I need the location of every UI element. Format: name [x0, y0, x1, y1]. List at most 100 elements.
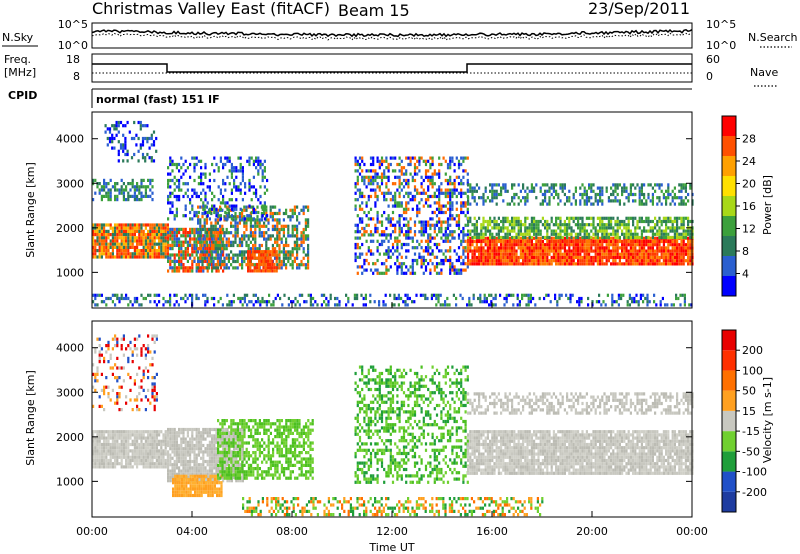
range-cell	[495, 249, 498, 253]
range-cell	[191, 263, 194, 267]
range-cell	[680, 249, 683, 253]
range-cell	[239, 169, 242, 173]
range-cell	[251, 256, 254, 260]
range-cell	[241, 198, 244, 202]
range-cell	[114, 245, 117, 249]
range-cell	[495, 232, 498, 236]
range-cell	[555, 235, 558, 240]
range-cell	[107, 430, 110, 434]
range-cell	[429, 233, 432, 237]
range-cell	[356, 223, 359, 227]
range-cell	[402, 242, 406, 247]
range-cell	[493, 259, 496, 263]
range-cell	[526, 229, 529, 233]
range-cell	[530, 226, 533, 230]
range-cell	[522, 223, 525, 227]
range-cell	[167, 227, 170, 231]
range-cell	[491, 235, 494, 240]
range-cell	[647, 235, 650, 240]
range-cell	[387, 255, 390, 259]
range-cell	[184, 231, 187, 235]
range-cell	[580, 300, 583, 304]
range-cell	[444, 300, 447, 304]
range-cell	[446, 303, 449, 307]
range-cell	[214, 221, 217, 225]
range-cell	[682, 216, 685, 220]
range-cell	[530, 186, 533, 190]
range-cell	[519, 199, 522, 203]
range-cell	[570, 252, 573, 256]
range-cell	[601, 202, 604, 206]
range-cell	[647, 196, 650, 200]
range-cell	[654, 259, 657, 263]
range-cell	[238, 240, 241, 244]
range-cell	[466, 172, 469, 176]
range-cell	[647, 252, 650, 256]
range-cell	[219, 250, 222, 254]
range-cell	[372, 262, 375, 266]
range-cell	[482, 226, 485, 230]
range-cell	[420, 175, 423, 179]
range-cell	[184, 250, 187, 254]
range-cell	[298, 263, 301, 267]
range-cell	[524, 229, 527, 233]
range-cell	[497, 183, 500, 187]
range-cell	[561, 183, 564, 187]
range-cell	[420, 185, 423, 189]
range-cell	[217, 237, 220, 241]
range-cell	[248, 300, 251, 304]
range-cell	[239, 191, 242, 195]
range-cell	[665, 249, 668, 253]
range-cell	[416, 166, 419, 170]
range-cell	[107, 229, 110, 233]
range-cell	[560, 293, 563, 297]
range-cell	[625, 189, 628, 193]
range-cell	[94, 191, 97, 195]
range-cell	[249, 240, 252, 244]
range-cell	[517, 196, 520, 200]
range-cell	[603, 252, 606, 256]
range-cell	[164, 239, 167, 243]
range-cell	[261, 169, 264, 173]
range-cell	[208, 247, 211, 251]
range-cell	[184, 214, 187, 218]
range-cell	[138, 226, 141, 230]
range-cell	[517, 202, 520, 206]
range-cell	[687, 239, 690, 244]
range-cell	[550, 236, 553, 240]
range-cell	[208, 256, 211, 260]
range-cell	[98, 182, 101, 186]
range-cell	[260, 243, 263, 248]
range-cell	[263, 217, 266, 221]
range-cell	[640, 255, 643, 260]
range-cell	[673, 249, 676, 253]
range-cell	[114, 462, 117, 466]
range-cell	[493, 183, 496, 187]
range-cell	[616, 235, 619, 240]
range-cell	[449, 162, 452, 167]
range-cell	[131, 239, 134, 243]
range-cell	[601, 232, 604, 236]
range-cell	[212, 224, 215, 228]
range-cell	[247, 269, 250, 273]
range-cell	[254, 237, 257, 241]
range-cell	[149, 239, 152, 243]
range-cell	[184, 240, 187, 244]
range-cell	[618, 183, 621, 187]
range-cell	[621, 246, 624, 250]
range-cell	[486, 239, 489, 244]
range-cell	[585, 196, 588, 200]
range-cell	[529, 296, 532, 301]
range-cell	[555, 249, 558, 253]
range-cell	[369, 230, 373, 234]
range-cell	[611, 300, 614, 304]
range-cell	[94, 442, 97, 447]
range-cell	[226, 217, 229, 221]
range-cell	[548, 262, 551, 266]
velocity-cells	[92, 334, 694, 517]
range-cell	[358, 194, 362, 199]
range-cell	[203, 266, 206, 270]
range-cell	[651, 239, 654, 244]
range-cell	[627, 252, 630, 256]
range-cell	[133, 188, 136, 192]
